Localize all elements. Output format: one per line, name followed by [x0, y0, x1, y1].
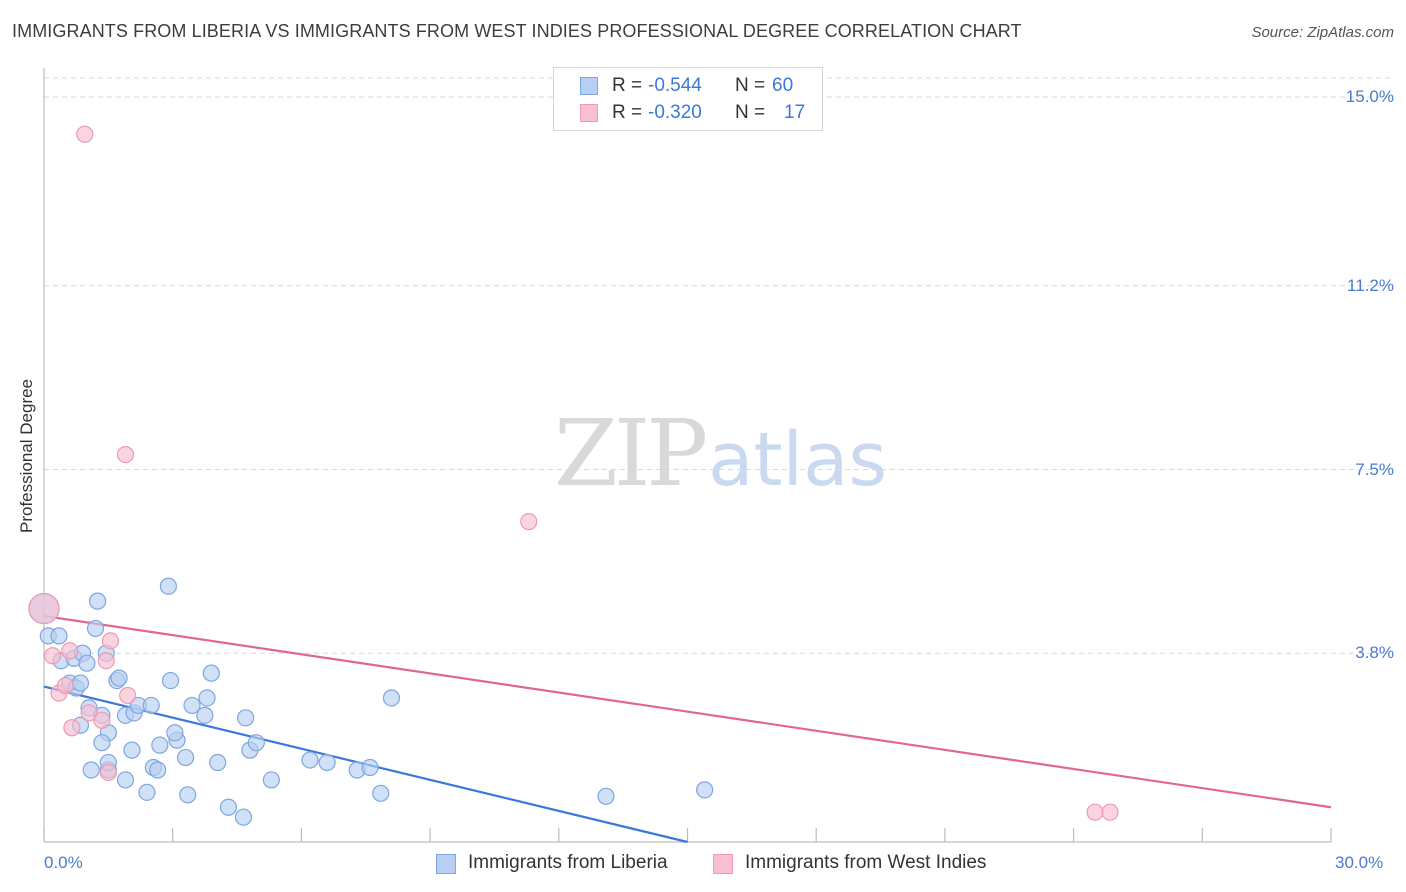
point-liberia — [78, 654, 96, 672]
point-liberia — [237, 709, 255, 727]
point-west-indies — [61, 642, 79, 660]
point-liberia — [209, 753, 227, 772]
point-west-indies — [43, 647, 62, 665]
point-liberia — [166, 724, 184, 742]
point-liberia — [198, 689, 216, 707]
point-liberia — [176, 748, 195, 767]
y-tick-label: 11.2% — [1347, 275, 1394, 295]
point-west-indies — [116, 446, 135, 464]
trend-line-west-indies — [43, 614, 1332, 809]
point-liberia — [301, 751, 319, 769]
point-west-indies — [101, 632, 120, 650]
point-liberia — [149, 761, 167, 779]
west-indies-swatch — [580, 104, 598, 122]
point-liberia — [116, 771, 135, 789]
point-liberia — [71, 674, 90, 692]
point-west-indies — [1101, 803, 1119, 821]
point-west-indies — [56, 676, 75, 695]
liberia-swatch — [580, 77, 598, 95]
legend-n-label: N = — [735, 102, 766, 123]
legend-r-value: -0.320 — [648, 102, 702, 123]
legend-r-label: R = — [612, 102, 643, 123]
point-liberia — [151, 736, 169, 754]
point-liberia — [142, 696, 160, 715]
point-liberia — [89, 592, 107, 610]
point-liberia — [86, 619, 105, 638]
point-liberia — [202, 664, 220, 682]
point-liberia — [179, 786, 197, 804]
x-tick-label-min: 0.0% — [44, 853, 83, 872]
point-liberia — [597, 787, 615, 805]
point-liberia — [382, 689, 401, 707]
point-west-indies — [97, 652, 115, 670]
liberia-swatch — [436, 854, 456, 874]
point-liberia — [247, 734, 265, 752]
point-liberia — [161, 671, 180, 690]
point-liberia — [318, 753, 336, 772]
axes — [43, 68, 1332, 843]
watermark: ZIPatlas — [554, 400, 887, 507]
point-liberia — [696, 781, 714, 799]
point-liberia — [219, 798, 238, 816]
legend-r-label: R = — [612, 75, 643, 96]
grid-lines — [44, 77, 1392, 654]
point-west-indies — [119, 686, 137, 705]
point-west-indies — [63, 719, 81, 737]
point-liberia — [82, 761, 100, 779]
x-tick-label-max: 30.0% — [1335, 853, 1384, 872]
watermark-atlas: atlas — [708, 417, 887, 503]
point-liberia — [196, 706, 214, 724]
point-liberia — [159, 577, 178, 595]
point-west-indies — [1086, 803, 1104, 821]
watermark-zip: ZIP — [554, 400, 708, 507]
chart-title: IMMIGRANTS FROM LIBERIA VS IMMIGRANTS FR… — [12, 21, 1022, 41]
legend-label-liberia: Immigrants from Liberia — [468, 852, 668, 873]
legend-n-value: 60 — [772, 75, 794, 96]
point-liberia — [93, 734, 111, 752]
point-west-indies — [520, 513, 538, 531]
point-west-indies — [28, 592, 60, 625]
y-tick-label: 15.0% — [1345, 87, 1394, 106]
point-liberia — [123, 741, 141, 759]
point-liberia — [234, 808, 253, 826]
legend-n-label: N = — [735, 75, 766, 96]
point-liberia — [361, 758, 379, 777]
legend-label-west-indies: Immigrants from West Indies — [745, 852, 987, 873]
point-liberia — [372, 784, 390, 802]
point-west-indies — [93, 711, 111, 729]
y-tick-label: 7.5% — [1355, 459, 1394, 479]
point-liberia — [183, 696, 201, 715]
trend-lines — [43, 614, 1332, 844]
point-west-indies — [76, 125, 94, 143]
correlation-legend: R = -0.544 N = 60 R = -0.320 N = 17 — [553, 67, 823, 131]
point-liberia — [110, 669, 128, 687]
point-west-indies — [99, 763, 117, 782]
legend-n-value: 17 — [784, 102, 806, 123]
y-tick-label: 3.8% — [1355, 643, 1394, 663]
source-credit: Source: ZipAtlas.com — [1251, 24, 1394, 41]
point-west-indies — [80, 704, 98, 722]
legend-r-value: -0.544 — [648, 75, 702, 96]
point-liberia — [138, 783, 156, 801]
point-liberia — [262, 771, 280, 789]
west-indies-swatch — [713, 854, 733, 874]
data-points — [28, 125, 1119, 826]
point-liberia — [50, 627, 68, 645]
